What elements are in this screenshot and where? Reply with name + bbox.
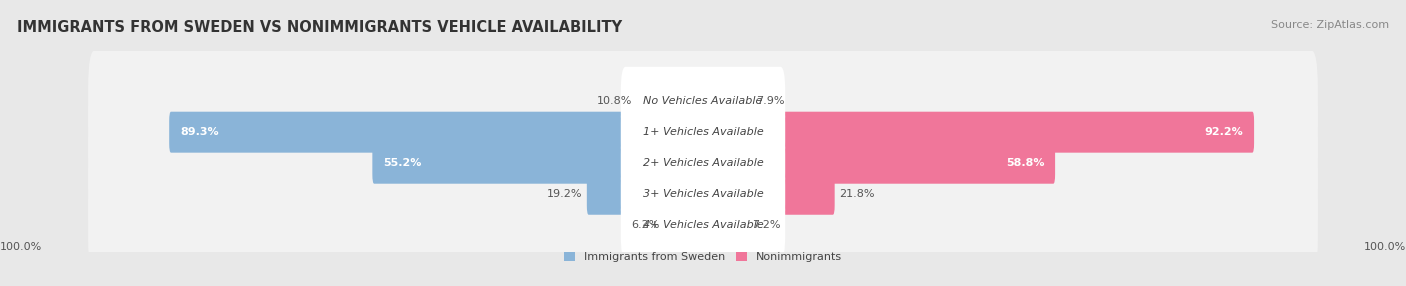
Text: 92.2%: 92.2% [1205, 127, 1243, 137]
Text: 58.8%: 58.8% [1005, 158, 1045, 168]
Text: 19.2%: 19.2% [547, 189, 582, 199]
FancyBboxPatch shape [621, 67, 785, 136]
Text: 21.8%: 21.8% [839, 189, 875, 199]
FancyBboxPatch shape [621, 160, 785, 229]
Text: Source: ZipAtlas.com: Source: ZipAtlas.com [1271, 20, 1389, 30]
FancyBboxPatch shape [621, 191, 785, 260]
FancyBboxPatch shape [621, 98, 785, 166]
Text: 7.2%: 7.2% [752, 220, 780, 230]
Text: 4+ Vehicles Available: 4+ Vehicles Available [643, 220, 763, 230]
FancyBboxPatch shape [702, 112, 1254, 153]
FancyBboxPatch shape [664, 205, 704, 246]
FancyBboxPatch shape [89, 81, 1317, 183]
FancyBboxPatch shape [89, 143, 1317, 245]
FancyBboxPatch shape [586, 174, 704, 215]
FancyBboxPatch shape [637, 81, 704, 122]
Text: 7.9%: 7.9% [756, 96, 785, 106]
Text: No Vehicles Available: No Vehicles Available [644, 96, 762, 106]
Text: 100.0%: 100.0% [0, 242, 42, 252]
Text: 1+ Vehicles Available: 1+ Vehicles Available [643, 127, 763, 137]
FancyBboxPatch shape [702, 205, 748, 246]
Text: 2+ Vehicles Available: 2+ Vehicles Available [643, 158, 763, 168]
FancyBboxPatch shape [89, 50, 1317, 152]
Text: 89.3%: 89.3% [180, 127, 218, 137]
Text: IMMIGRANTS FROM SWEDEN VS NONIMMIGRANTS VEHICLE AVAILABILITY: IMMIGRANTS FROM SWEDEN VS NONIMMIGRANTS … [17, 20, 621, 35]
Text: 100.0%: 100.0% [1364, 242, 1406, 252]
FancyBboxPatch shape [702, 81, 752, 122]
FancyBboxPatch shape [169, 112, 704, 153]
Text: 10.8%: 10.8% [598, 96, 633, 106]
FancyBboxPatch shape [702, 174, 835, 215]
FancyBboxPatch shape [621, 129, 785, 198]
Text: 55.2%: 55.2% [382, 158, 422, 168]
Legend: Immigrants from Sweden, Nonimmigrants: Immigrants from Sweden, Nonimmigrants [564, 252, 842, 262]
Text: 6.2%: 6.2% [631, 220, 659, 230]
FancyBboxPatch shape [702, 143, 1054, 184]
FancyBboxPatch shape [89, 174, 1317, 277]
FancyBboxPatch shape [89, 112, 1317, 214]
Text: 3+ Vehicles Available: 3+ Vehicles Available [643, 189, 763, 199]
FancyBboxPatch shape [373, 143, 704, 184]
